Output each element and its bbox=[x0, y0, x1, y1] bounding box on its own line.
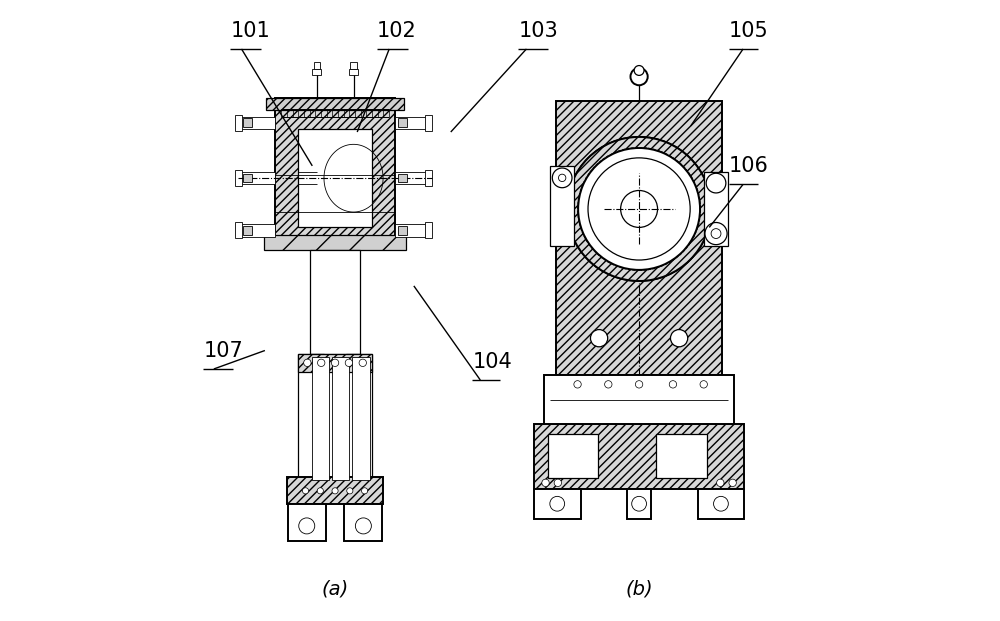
Circle shape bbox=[630, 68, 648, 85]
Circle shape bbox=[362, 487, 368, 494]
Bar bbox=[398, 226, 407, 235]
Bar bbox=[298, 353, 324, 483]
Circle shape bbox=[670, 330, 688, 347]
Bar bbox=[704, 172, 728, 246]
Bar bbox=[395, 224, 429, 237]
Text: (a): (a) bbox=[321, 579, 349, 598]
Circle shape bbox=[304, 359, 311, 366]
Circle shape bbox=[347, 487, 353, 494]
Bar bbox=[350, 63, 357, 69]
Bar bbox=[398, 119, 407, 127]
Bar bbox=[275, 98, 395, 243]
Circle shape bbox=[590, 330, 608, 347]
Circle shape bbox=[700, 381, 707, 388]
Circle shape bbox=[634, 66, 644, 75]
Circle shape bbox=[605, 381, 612, 388]
Circle shape bbox=[318, 359, 325, 366]
Bar bbox=[312, 69, 321, 75]
Circle shape bbox=[588, 158, 690, 260]
Bar bbox=[346, 353, 372, 483]
Bar bbox=[314, 63, 320, 69]
Circle shape bbox=[711, 229, 721, 238]
Bar bbox=[238, 172, 275, 184]
Bar bbox=[425, 115, 432, 131]
Circle shape bbox=[729, 479, 736, 486]
Bar bbox=[266, 98, 404, 111]
Circle shape bbox=[717, 479, 724, 486]
Circle shape bbox=[554, 479, 562, 486]
Bar bbox=[298, 129, 372, 227]
Circle shape bbox=[355, 518, 371, 534]
Bar bbox=[544, 375, 734, 424]
Bar bbox=[235, 170, 242, 186]
Bar bbox=[243, 174, 252, 183]
Bar bbox=[344, 504, 382, 542]
Bar bbox=[264, 235, 406, 250]
Bar bbox=[656, 433, 707, 478]
Bar bbox=[627, 489, 651, 519]
Bar bbox=[332, 356, 349, 480]
Bar bbox=[312, 356, 329, 480]
Circle shape bbox=[706, 173, 726, 193]
Bar bbox=[548, 433, 598, 478]
Bar bbox=[352, 356, 370, 480]
Bar bbox=[395, 172, 429, 184]
Circle shape bbox=[299, 518, 315, 534]
Circle shape bbox=[621, 191, 658, 227]
Bar bbox=[425, 222, 432, 238]
Circle shape bbox=[552, 168, 572, 188]
Bar bbox=[534, 489, 581, 519]
Circle shape bbox=[567, 137, 711, 281]
Text: 105: 105 bbox=[729, 21, 769, 41]
Bar bbox=[243, 226, 252, 235]
Circle shape bbox=[705, 222, 727, 245]
Bar bbox=[698, 489, 744, 519]
Circle shape bbox=[332, 487, 338, 494]
Text: 106: 106 bbox=[729, 156, 769, 176]
Bar bbox=[287, 477, 383, 504]
Text: 103: 103 bbox=[518, 21, 558, 41]
Bar bbox=[235, 222, 242, 238]
Bar bbox=[238, 224, 275, 237]
Text: 104: 104 bbox=[472, 352, 512, 372]
Bar bbox=[556, 101, 722, 375]
Circle shape bbox=[345, 359, 353, 366]
Circle shape bbox=[317, 487, 323, 494]
Bar bbox=[235, 115, 242, 131]
Bar bbox=[365, 353, 372, 483]
Bar bbox=[425, 170, 432, 186]
Bar bbox=[310, 250, 360, 353]
Circle shape bbox=[331, 359, 339, 366]
Text: 102: 102 bbox=[377, 21, 417, 41]
Circle shape bbox=[632, 496, 646, 511]
Bar bbox=[395, 117, 429, 129]
Circle shape bbox=[302, 487, 309, 494]
Circle shape bbox=[714, 496, 728, 511]
Bar bbox=[550, 166, 574, 246]
Bar bbox=[349, 69, 358, 75]
Circle shape bbox=[635, 381, 643, 388]
Text: 101: 101 bbox=[230, 21, 270, 41]
Circle shape bbox=[359, 359, 366, 366]
Circle shape bbox=[669, 381, 677, 388]
Bar bbox=[298, 353, 372, 372]
Bar bbox=[243, 119, 252, 127]
Bar bbox=[534, 424, 744, 489]
Circle shape bbox=[558, 174, 566, 181]
Bar bbox=[298, 353, 306, 483]
Circle shape bbox=[550, 496, 565, 511]
Circle shape bbox=[542, 479, 549, 486]
Circle shape bbox=[574, 381, 581, 388]
Bar bbox=[288, 504, 326, 542]
Bar bbox=[238, 117, 275, 129]
Text: 107: 107 bbox=[203, 341, 243, 361]
Text: (b): (b) bbox=[625, 579, 653, 598]
Bar bbox=[398, 174, 407, 183]
